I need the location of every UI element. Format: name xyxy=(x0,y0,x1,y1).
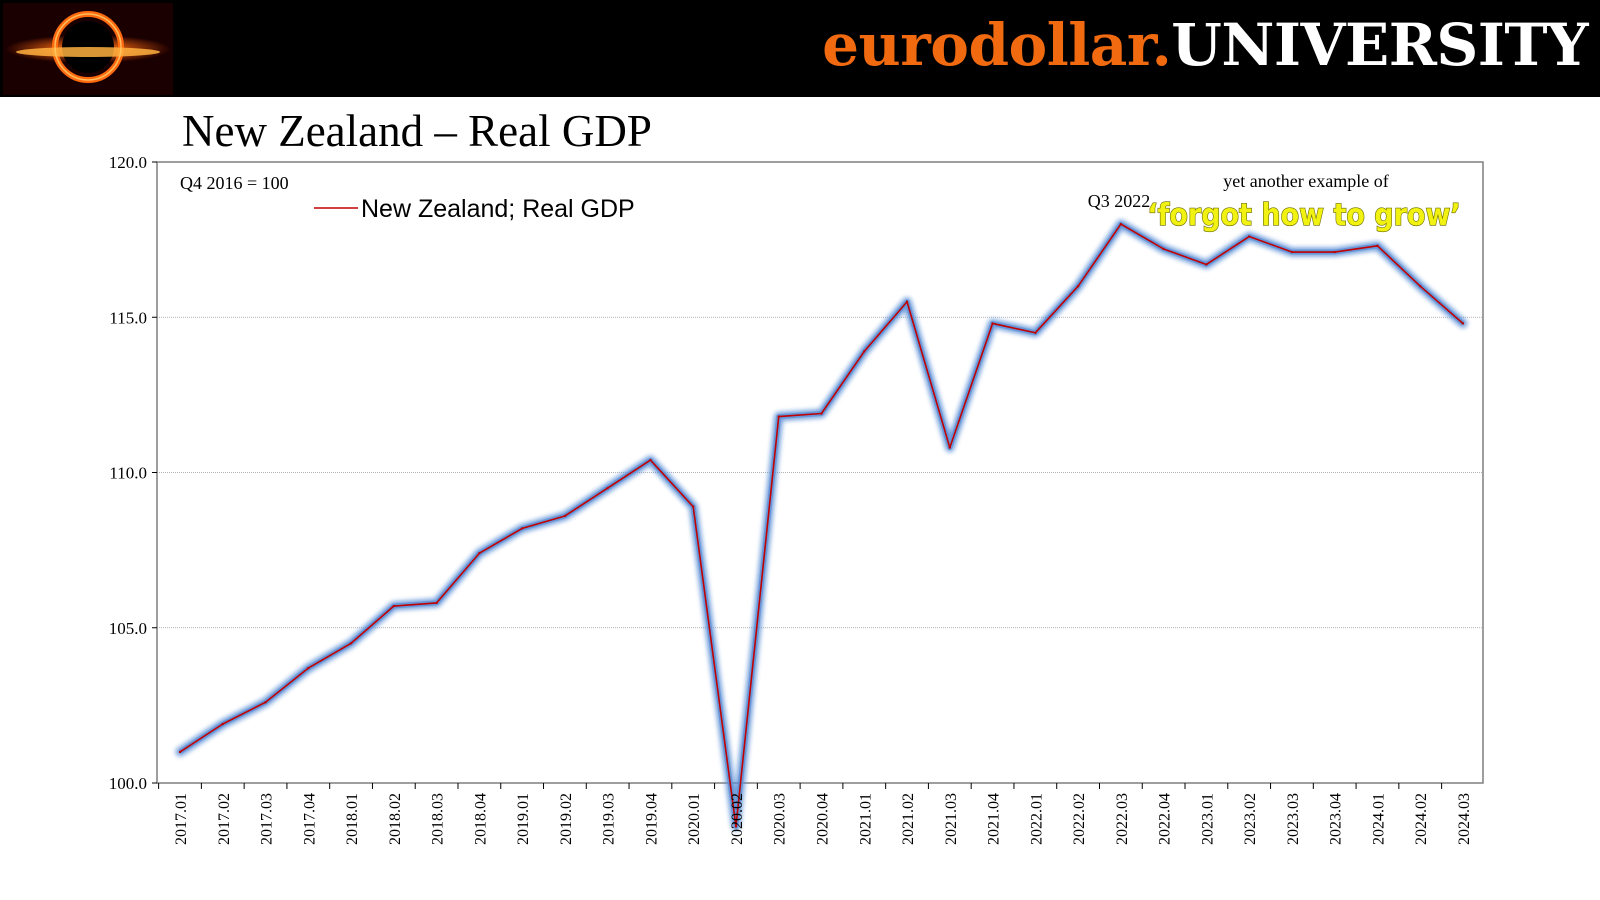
x-tick-label: 2019.01 xyxy=(515,793,532,845)
brand-wordmark: eurodollar.UNIVERSITY xyxy=(822,10,1588,80)
x-tick-label: 2019.04 xyxy=(643,793,660,845)
data-point xyxy=(478,552,481,555)
x-tick-label: 2022.01 xyxy=(1028,793,1045,845)
x-tick-label: 2022.02 xyxy=(1071,793,1088,845)
x-tick-label: 2021.01 xyxy=(857,793,874,845)
data-point xyxy=(1034,331,1037,334)
data-point xyxy=(264,701,267,704)
data-point xyxy=(1162,247,1165,251)
y-tick-label: 100.0 xyxy=(109,774,147,793)
legend-label: New Zealand; Real GDP xyxy=(361,195,635,223)
logo-icon xyxy=(3,3,173,95)
header-bar: eurodollar.UNIVERSITY xyxy=(0,0,1600,97)
x-tick-label: 2022.03 xyxy=(1114,793,1131,845)
x-tick-label: 2017.02 xyxy=(216,793,233,845)
annotation-highlight: ‘forgot how to grow’ xyxy=(1147,198,1460,233)
data-point xyxy=(1461,322,1465,325)
x-tick-label: 2024.02 xyxy=(1413,793,1430,845)
y-tick-label: 120.0 xyxy=(109,153,147,172)
data-point xyxy=(349,642,353,645)
data-point xyxy=(991,322,994,325)
x-tick-label: 2020.01 xyxy=(686,793,703,845)
x-tick-label: 2021.04 xyxy=(986,793,1003,845)
x-tick-label: 2019.02 xyxy=(558,793,575,845)
annotation-peak: Q3 2022 xyxy=(1088,191,1151,211)
data-point xyxy=(948,446,951,449)
x-tick-label: 2019.03 xyxy=(601,793,618,845)
x-tick-label: 2018.03 xyxy=(430,793,447,845)
data-point xyxy=(692,505,695,508)
brand-part2: UNIVERSITY xyxy=(1171,11,1588,79)
x-tick-label: 2023.02 xyxy=(1242,793,1259,845)
x-tick-label: 2024.01 xyxy=(1370,793,1387,845)
data-point xyxy=(1205,263,1208,266)
data-point xyxy=(563,514,567,518)
data-point xyxy=(1247,235,1251,238)
data-point xyxy=(221,722,224,726)
x-tick-label: 2020.03 xyxy=(772,793,789,845)
data-point xyxy=(307,666,310,670)
brand-part1: eurodollar. xyxy=(822,11,1172,79)
x-tick-label: 2023.04 xyxy=(1328,793,1345,845)
data-point xyxy=(905,300,909,303)
data-point xyxy=(863,350,866,353)
page-title: New Zealand – Real GDP xyxy=(182,106,652,156)
x-tick-label: 2024.03 xyxy=(1456,793,1473,845)
data-point xyxy=(520,527,524,530)
data-point xyxy=(820,412,823,415)
y-tick-label: 115.0 xyxy=(109,308,147,327)
y-tick-label: 110.0 xyxy=(109,464,147,483)
y-tick-label: 105.0 xyxy=(109,619,147,638)
x-tick-label: 2023.01 xyxy=(1199,793,1216,845)
data-point xyxy=(392,604,396,608)
data-point xyxy=(1119,222,1123,226)
x-tick-label: 2020.02 xyxy=(729,793,746,845)
base-note: Q4 2016 = 100 xyxy=(180,173,289,193)
data-point xyxy=(777,415,780,418)
x-tick-label: 2022.04 xyxy=(1157,793,1174,845)
data-point xyxy=(649,458,652,462)
data-point xyxy=(1376,244,1379,248)
x-tick-label: 2018.04 xyxy=(472,793,489,845)
x-tick-label: 2017.03 xyxy=(259,793,276,845)
data-point xyxy=(1333,250,1336,254)
x-tick-label: 2021.03 xyxy=(943,793,960,845)
x-tick-label: 2018.01 xyxy=(344,793,361,845)
x-tick-label: 2021.02 xyxy=(900,793,917,845)
data-point xyxy=(1290,250,1294,254)
x-tick-label: 2017.04 xyxy=(301,793,318,845)
data-point xyxy=(606,486,609,490)
x-tick-label: 2018.02 xyxy=(387,793,404,845)
data-point xyxy=(178,750,182,754)
data-point xyxy=(1419,285,1422,288)
x-tick-label: 2017.01 xyxy=(173,793,190,845)
annotation-caption: yet another example of xyxy=(1223,171,1388,191)
x-tick-label: 2020.04 xyxy=(815,793,832,845)
data-point xyxy=(435,601,438,605)
series-line xyxy=(179,223,1464,828)
series-halo xyxy=(178,221,1465,829)
data-point xyxy=(734,825,738,828)
data-point xyxy=(1076,285,1080,288)
series-glow xyxy=(175,219,1468,831)
x-tick-label: 2023.03 xyxy=(1285,793,1302,845)
